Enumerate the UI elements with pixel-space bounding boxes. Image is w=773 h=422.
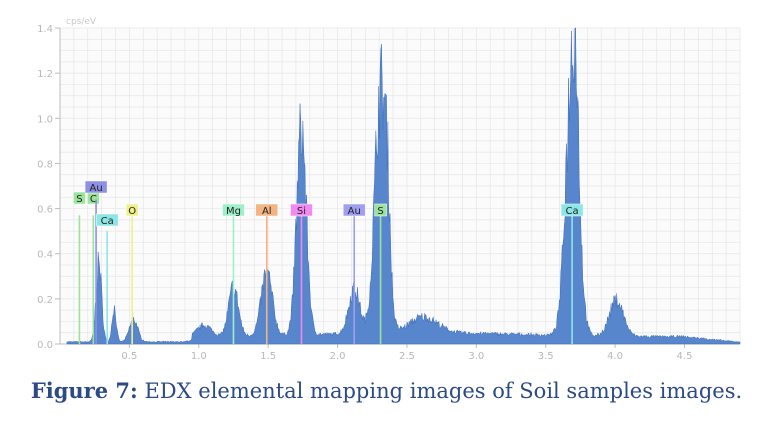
figure-caption-label: Figure 7: bbox=[30, 378, 138, 403]
figure-caption-text: EDX elemental mapping images of Soil sam… bbox=[137, 379, 743, 403]
x-tick-label: 4.5 bbox=[677, 351, 693, 362]
y-tick-label: 0.8 bbox=[37, 159, 53, 170]
element-label-box bbox=[222, 203, 245, 217]
grid bbox=[59, 27, 741, 345]
y-tick-label: 1.2 bbox=[37, 69, 53, 80]
element-label-box bbox=[255, 203, 279, 217]
element-label-box bbox=[95, 213, 119, 227]
element-label: Au bbox=[89, 183, 102, 194]
x-tick-label: 2.5 bbox=[399, 351, 415, 362]
y-tick-label: 1.4 bbox=[37, 24, 53, 35]
figure-caption: Figure 7: EDX elemental mapping images o… bbox=[0, 378, 773, 403]
element-label: Al bbox=[262, 206, 272, 217]
element-label-box bbox=[374, 203, 387, 217]
y-tick-label: 0.0 bbox=[37, 340, 53, 351]
element-label: S bbox=[76, 194, 82, 205]
element-label: Ca bbox=[101, 216, 114, 227]
y-tick-label: 1.0 bbox=[37, 114, 53, 125]
element-label-box bbox=[342, 203, 366, 217]
element-label: Mg bbox=[226, 206, 241, 217]
element-label-box bbox=[560, 203, 584, 217]
x-tick-label: 2.0 bbox=[330, 351, 346, 362]
x-tick-label: 3.5 bbox=[538, 351, 554, 362]
x-tick-label: 3.0 bbox=[468, 351, 484, 362]
y-tick-label: 0.6 bbox=[37, 205, 53, 216]
element-label-box bbox=[84, 180, 108, 194]
chart-svg: 0.0 0.2 0.4 0.6 0.8 1.0 1.2 1.4 0.5 1.0 1.5 2.0 2.5 3… bbox=[37, 17, 741, 362]
y-tick-label: 0.2 bbox=[37, 295, 53, 306]
y-tick-label: 0.4 bbox=[37, 250, 53, 261]
x-tick-label: 4.0 bbox=[607, 351, 623, 362]
element-label: C bbox=[90, 194, 97, 205]
element-label-box bbox=[290, 203, 313, 217]
edx-spectrum-chart: 0.0 0.2 0.4 0.6 0.8 1.0 1.2 1.4 0.5 1.0 1.5 2.0 2.5 3… bbox=[37, 17, 741, 362]
element-label: Ca bbox=[566, 206, 579, 217]
x-tick-label: 1.5 bbox=[260, 351, 276, 362]
element-label-box bbox=[125, 203, 139, 217]
element-label: Au bbox=[348, 206, 361, 217]
element-label: Si bbox=[297, 206, 306, 217]
y-axis-label: cps/eV bbox=[66, 17, 97, 27]
element-label: S bbox=[377, 206, 383, 217]
x-tick-label: 1.0 bbox=[191, 351, 207, 362]
x-tick-label: 0.5 bbox=[121, 351, 137, 362]
element-label: O bbox=[128, 206, 136, 217]
element-label-box bbox=[73, 191, 86, 205]
